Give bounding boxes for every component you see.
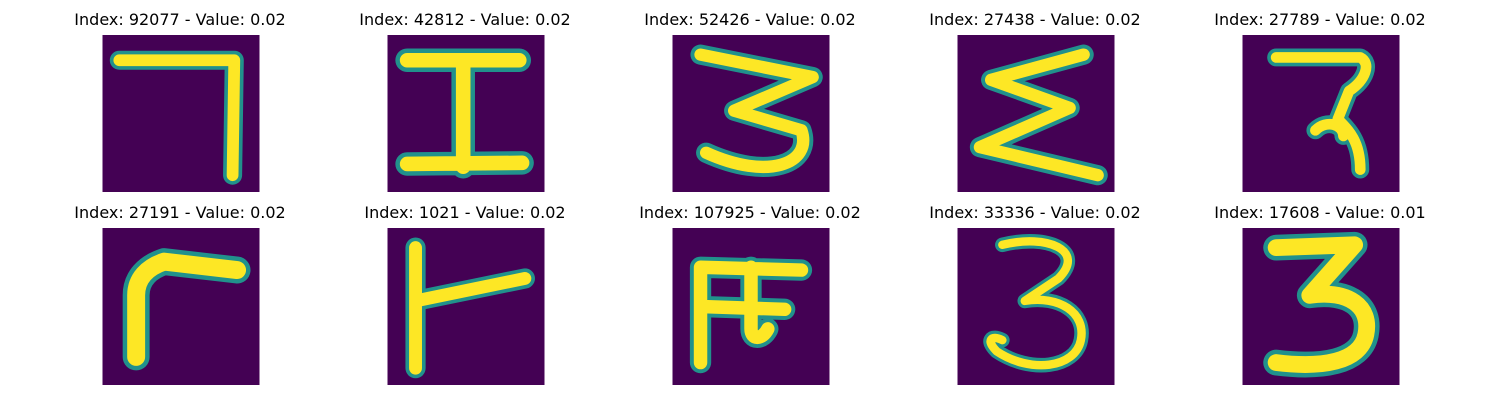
panel-7: Index: 1021 - Value: 0.02 [315, 193, 615, 386]
panel-3: Index: 52426 - Value: 0.02 [600, 0, 900, 193]
digit-image [387, 35, 545, 192]
digit-image [672, 228, 830, 385]
digit-image [102, 228, 260, 385]
panel-8: Index: 107925 - Value: 0.02 [600, 193, 900, 386]
panel-2: Index: 42812 - Value: 0.02 [315, 0, 615, 193]
panel-4: Index: 27438 - Value: 0.02 [885, 0, 1185, 193]
panel-5: Index: 27789 - Value: 0.02 [1170, 0, 1470, 193]
panel-title: Index: 92077 - Value: 0.02 [74, 10, 286, 29]
panel-9: Index: 33336 - Value: 0.02 [885, 193, 1185, 386]
panel-title: Index: 33336 - Value: 0.02 [929, 203, 1141, 222]
digit-image [387, 228, 545, 385]
digit-image [102, 35, 260, 192]
panel-1: Index: 92077 - Value: 0.02 [30, 0, 330, 193]
panel-title: Index: 27191 - Value: 0.02 [74, 203, 286, 222]
panel-title: Index: 27789 - Value: 0.02 [1214, 10, 1426, 29]
panel-title: Index: 27438 - Value: 0.02 [929, 10, 1141, 29]
panel-10: Index: 17608 - Value: 0.01 [1170, 193, 1470, 386]
panel-6: Index: 27191 - Value: 0.02 [30, 193, 330, 386]
panel-title: Index: 42812 - Value: 0.02 [359, 10, 571, 29]
digit-image [672, 35, 830, 192]
panel-title: Index: 17608 - Value: 0.01 [1214, 203, 1426, 222]
panel-title: Index: 52426 - Value: 0.02 [644, 10, 856, 29]
digit-image [1242, 228, 1400, 385]
panel-title: Index: 1021 - Value: 0.02 [364, 203, 566, 222]
digit-image [957, 35, 1115, 192]
digit-image [1242, 35, 1400, 192]
panel-title: Index: 107925 - Value: 0.02 [639, 203, 861, 222]
digit-image [957, 228, 1115, 385]
